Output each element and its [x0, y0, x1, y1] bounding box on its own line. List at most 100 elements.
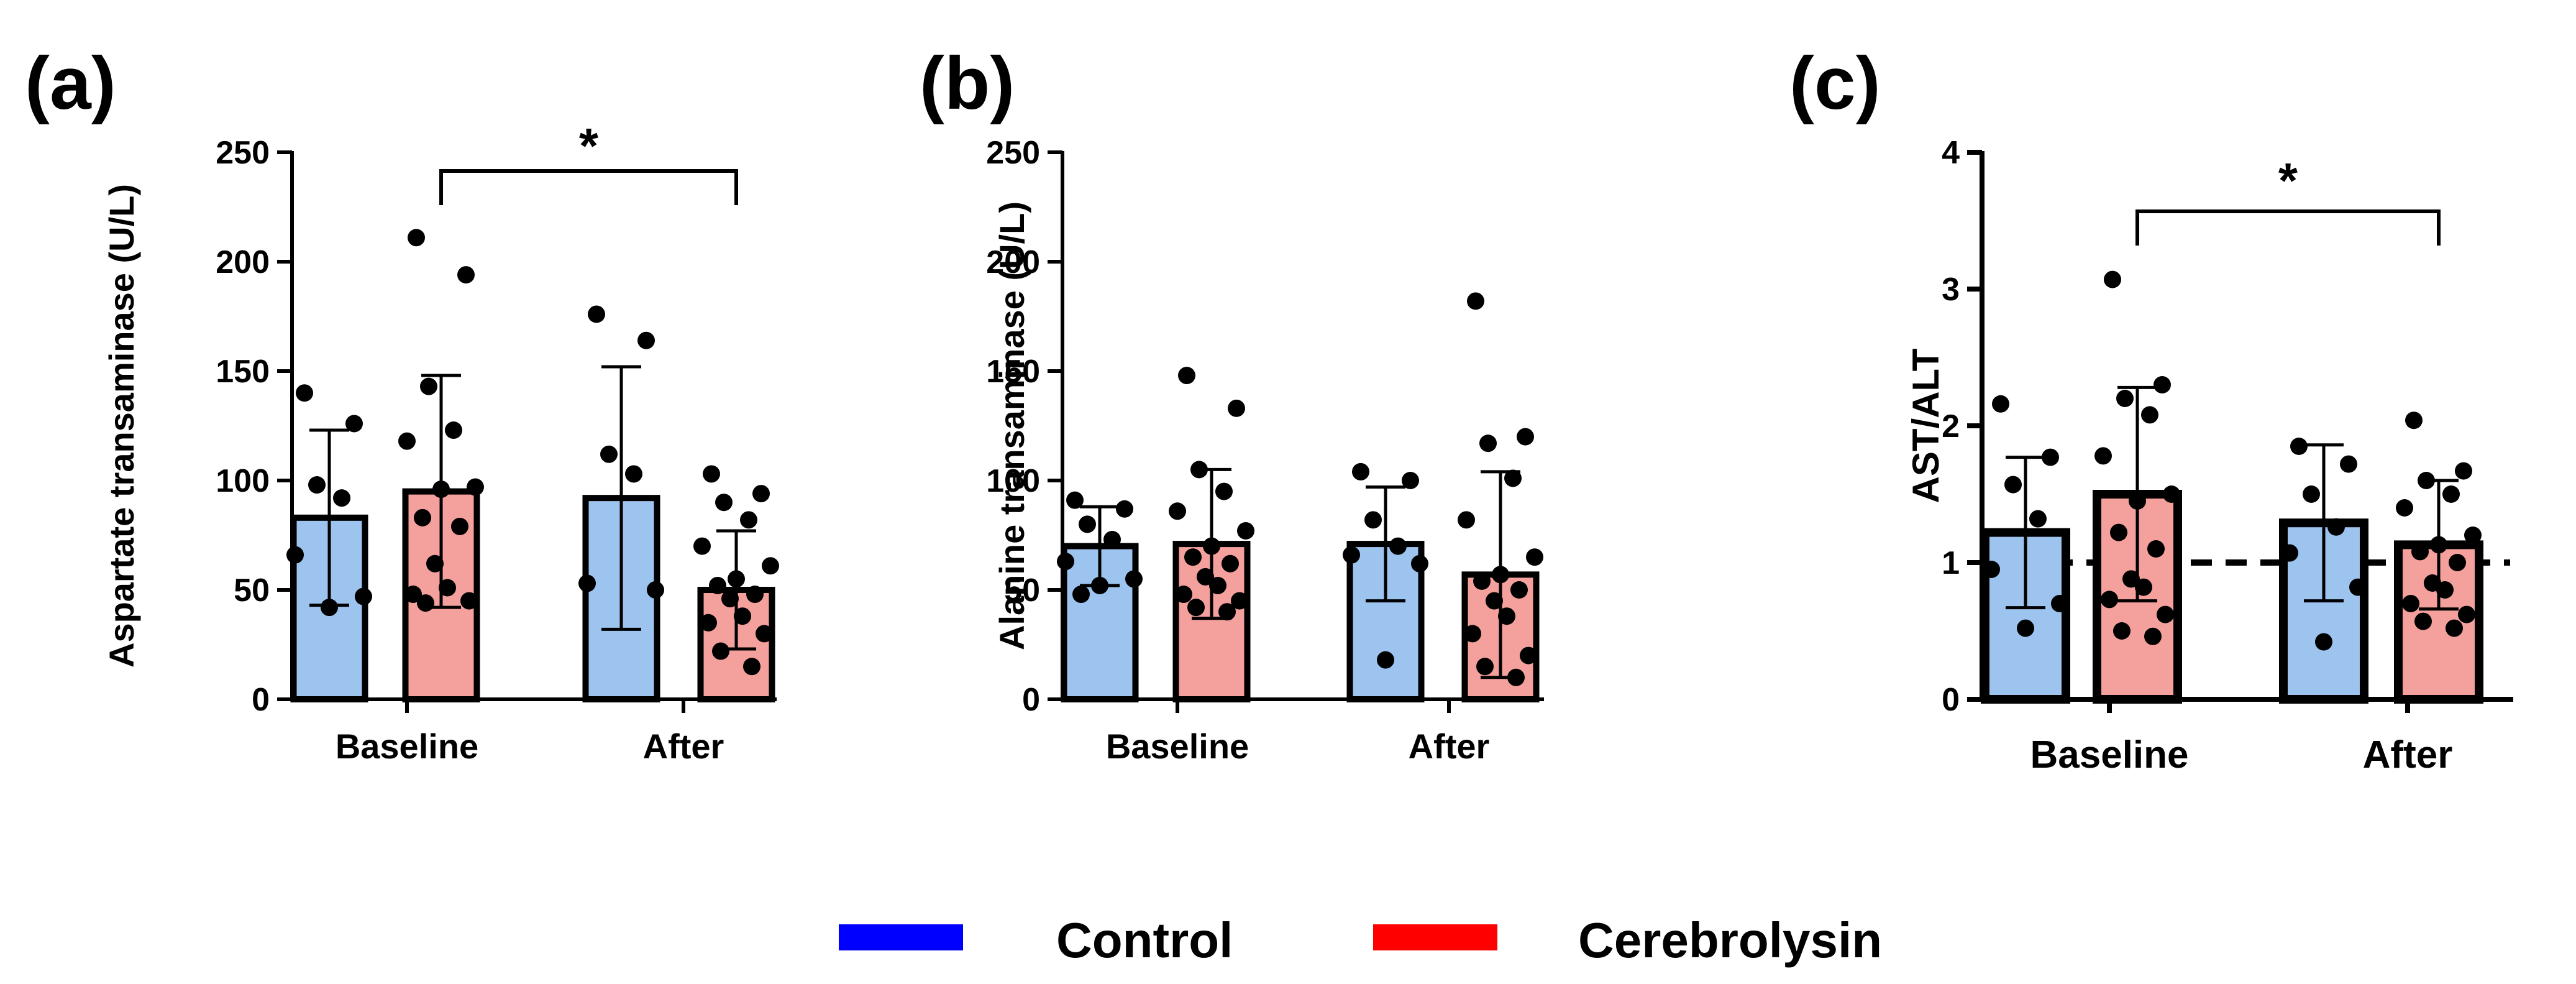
data-point	[2163, 485, 2180, 503]
y-tick-label: 200	[216, 244, 270, 280]
data-point	[2396, 499, 2413, 517]
data-point	[1072, 586, 1090, 604]
data-point	[2144, 627, 2162, 645]
data-point	[1458, 511, 1475, 529]
data-point	[1389, 537, 1407, 555]
panel-label: (a)	[25, 42, 116, 125]
data-point	[286, 546, 304, 564]
data-point	[2411, 543, 2429, 561]
panel-a: (a) 0 50 100 150 200 250 Baseline After Aspartate…	[25, 42, 779, 766]
data-point	[1184, 548, 1202, 566]
data-point	[2122, 570, 2140, 588]
data-point	[1492, 566, 1509, 584]
data-point	[432, 481, 450, 499]
data-point	[703, 465, 720, 483]
data-point	[2042, 448, 2059, 466]
data-point	[2141, 406, 2158, 424]
x-tick-label: After	[643, 727, 724, 766]
data-point	[1352, 462, 1369, 481]
data-point	[2414, 612, 2432, 630]
data-point	[2004, 476, 2022, 494]
data-point	[1079, 515, 1096, 533]
data-point	[600, 445, 618, 463]
y-axis-title: Alanine transaminase (U/L)	[992, 201, 1031, 650]
data-point	[2430, 536, 2447, 554]
data-point	[1473, 572, 1491, 590]
data-point	[1197, 568, 1214, 586]
panel-b: (b) 0 50 100 150 200 250 Baseline After Alanine t…	[920, 42, 1544, 766]
data-point	[1504, 469, 1522, 487]
data-point	[2029, 510, 2047, 528]
data-point	[1476, 658, 1494, 676]
significance-star: *	[2278, 153, 2298, 208]
data-point	[1343, 546, 1360, 564]
data-point	[1125, 570, 1143, 588]
significance-star: *	[579, 118, 599, 173]
data-point	[2290, 438, 2308, 455]
data-point	[1116, 500, 1133, 518]
data-point	[1228, 399, 1245, 417]
data-point	[2464, 526, 2482, 544]
data-point	[308, 476, 326, 494]
data-point	[2157, 605, 2174, 623]
data-point	[1364, 511, 1382, 529]
data-point	[743, 658, 760, 676]
data-point	[2101, 591, 2118, 609]
legend: Control Cerebrolysin	[839, 913, 1882, 968]
data-point	[2327, 518, 2345, 536]
data-point	[1517, 428, 1534, 446]
data-point	[460, 592, 478, 610]
data-point	[1411, 554, 1428, 572]
data-point	[417, 594, 434, 612]
data-point	[712, 642, 729, 660]
data-point	[1091, 576, 1108, 594]
data-point	[1209, 576, 1226, 594]
y-axis-title: AST/ALT	[1905, 349, 1947, 503]
y-tick-label: 3	[1942, 272, 1960, 308]
legend-label: Control	[1056, 913, 1233, 968]
data-point	[2017, 619, 2034, 637]
legend-label: Cerebrolysin	[1578, 913, 1882, 968]
data-point	[715, 494, 733, 512]
data-point	[2154, 376, 2171, 393]
data-point	[2303, 485, 2320, 503]
data-point	[451, 517, 468, 535]
data-point	[1190, 461, 1208, 479]
data-point	[2446, 619, 2463, 637]
data-point	[2135, 578, 2152, 596]
data-point	[734, 607, 751, 625]
data-point	[1507, 668, 1525, 686]
y-tick-label: 250	[216, 135, 270, 171]
x-tick-label: Baseline	[2030, 733, 2188, 776]
y-tick-label: 150	[986, 354, 1040, 390]
data-point	[1066, 491, 1084, 509]
legend-swatch-cerebrolysin	[1373, 924, 1497, 950]
data-point	[1103, 531, 1121, 549]
data-point	[752, 485, 770, 503]
data-point	[637, 331, 655, 349]
data-point	[1510, 581, 1528, 599]
y-axis-title: Aspartate transaminase (U/L)	[102, 184, 141, 668]
data-point	[2129, 492, 2146, 510]
data-point	[355, 587, 372, 605]
y-tick-label: 200	[986, 244, 1040, 280]
data-point	[445, 421, 462, 439]
data-point	[746, 586, 764, 604]
data-point	[2405, 412, 2423, 430]
data-point	[2449, 554, 2466, 571]
data-point	[1486, 592, 1503, 610]
data-point	[1218, 603, 1236, 621]
data-point	[1992, 395, 2009, 413]
y-tick-label: 4	[1942, 135, 1960, 171]
data-point	[1526, 548, 1543, 566]
y-tick-label: 1	[1942, 545, 1960, 581]
data-point	[2147, 540, 2165, 558]
data-point	[426, 554, 444, 572]
data-point	[647, 581, 664, 599]
data-point	[1520, 646, 1537, 664]
data-point	[2418, 472, 2435, 489]
y-tick-label: 0	[1022, 682, 1040, 718]
data-point	[693, 537, 711, 555]
y-tick-label: 150	[216, 354, 270, 390]
data-point	[408, 229, 425, 247]
